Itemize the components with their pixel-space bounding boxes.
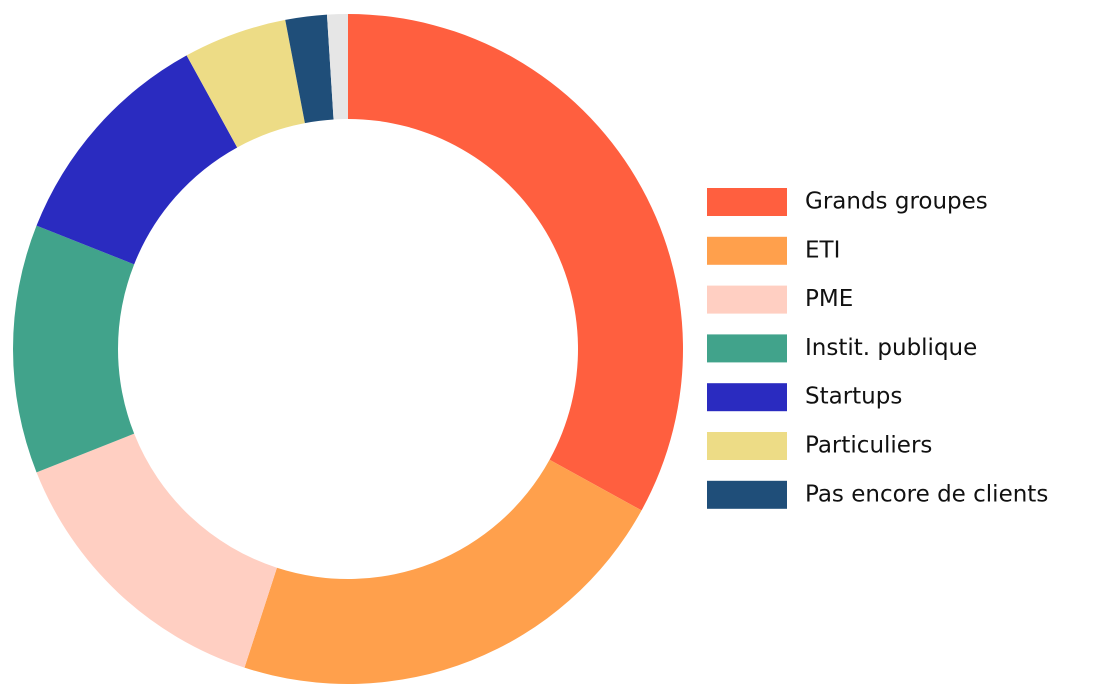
legend-swatch	[707, 480, 787, 509]
legend-label: Grands groupes	[805, 189, 988, 215]
legend-swatch	[707, 334, 787, 363]
donut-segment	[244, 459, 642, 684]
legend-swatch	[707, 432, 787, 460]
donut-segment	[36, 55, 238, 265]
legend-label: PME	[805, 286, 853, 312]
donut-segment	[348, 14, 683, 511]
donut-segment	[285, 14, 334, 124]
legend-swatch	[707, 285, 787, 314]
legend-label: Startups	[805, 384, 902, 410]
donut-segment	[13, 225, 135, 473]
donut-segment	[36, 433, 277, 668]
legend-swatch	[707, 188, 787, 216]
legend-swatch	[707, 236, 787, 265]
legend-label: Instit. publique	[805, 335, 977, 361]
legend-label: Pas encore de clients	[805, 481, 1048, 507]
donut-segment	[326, 14, 348, 120]
legend-swatch	[707, 383, 787, 412]
legend-label: Particuliers	[805, 433, 932, 459]
donut-segment	[186, 19, 305, 148]
legend-label: ETI	[805, 237, 840, 263]
